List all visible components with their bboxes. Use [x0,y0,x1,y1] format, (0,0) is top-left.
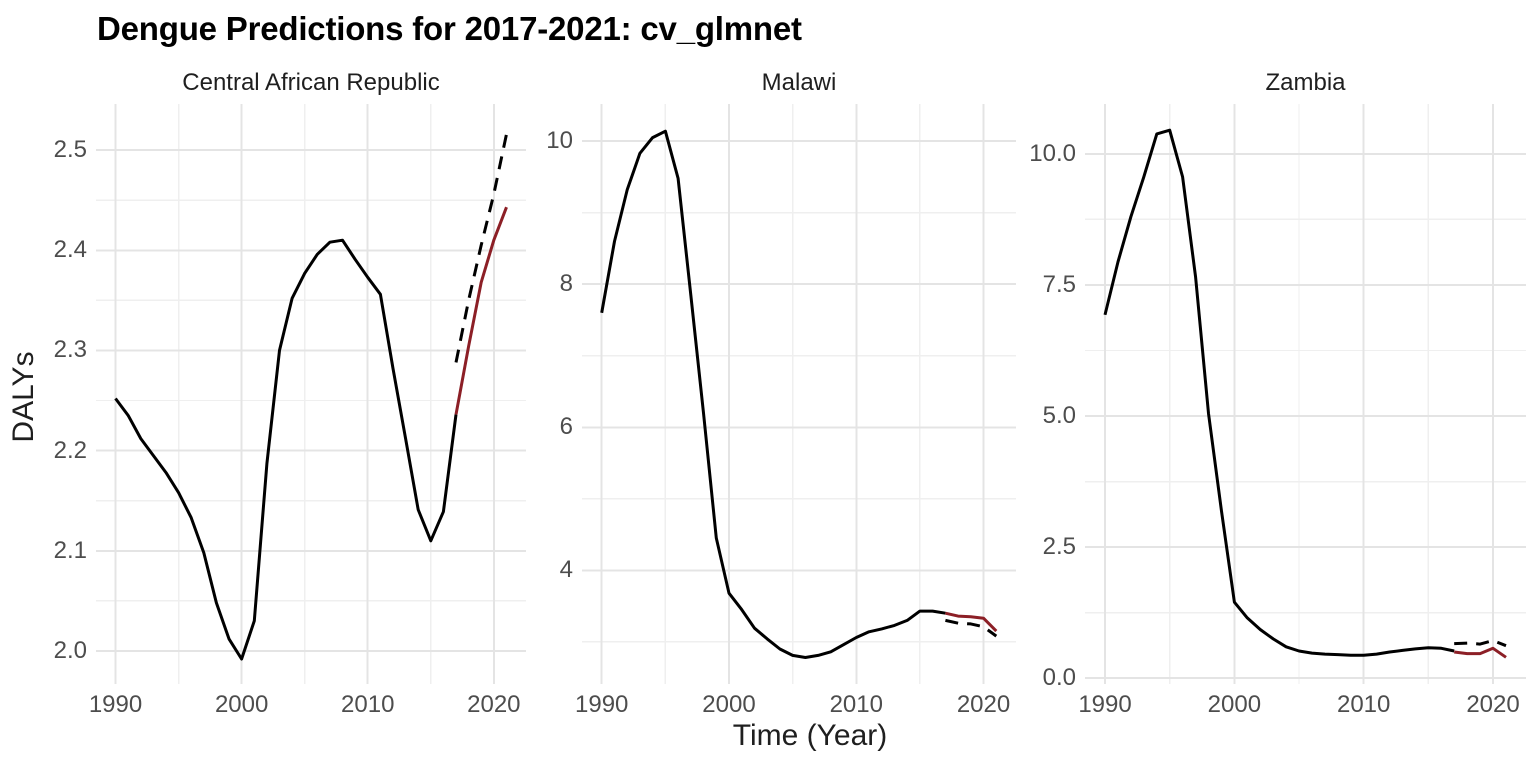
facet-strip-label: Malawi [761,69,837,96]
x-axis-title: Time (Year) [732,719,888,752]
x-tick-label: 2000 [214,691,269,718]
observed-line [114,238,458,661]
facet-panel-central-african-republic [96,104,526,684]
y-tick-label: 6 [559,413,573,441]
x-tick-label: 2000 [702,691,756,718]
x-tick-label: 2000 [1207,691,1262,718]
y-tick-label: 7.5 [1042,270,1076,298]
y-tick-label: 0.0 [1042,664,1076,692]
facet-strip-label: Zambia [1265,69,1346,96]
predicted_red-line [454,206,508,415]
y-tick-label: 8 [559,270,573,298]
predicted_red-line [1454,646,1507,659]
y-tick-label: 10 [546,127,573,155]
chart-title: Dengue Predictions for 2017-2021: cv_glm… [97,10,802,47]
x-tick-label: 1990 [88,691,143,718]
y-tick-label: 5.0 [1042,402,1076,430]
y-tick-label: 2.1 [53,536,87,564]
y-tick-label: 2.2 [53,436,87,464]
observed-line [1103,128,1455,657]
facet-panel-malawi [582,104,1016,684]
y-tick-label: 10.0 [1029,139,1076,167]
gridlines [96,104,526,684]
dashed_black-line [945,618,998,638]
x-tick-label: 2020 [956,691,1011,718]
y-tick-label: 2.3 [53,336,87,364]
facet-strip-label: Central African Republic [182,69,440,96]
x-tick-label: 2010 [341,691,395,718]
dashed_black-line [454,133,508,363]
facet-panel-zambia [1085,104,1526,684]
y-tick-label: 2.5 [1042,533,1076,561]
y-tick-label: 2.5 [53,136,87,164]
x-tick-label: 1990 [575,691,629,718]
x-tick-label: 2020 [467,691,521,718]
predicted_red-line [945,611,998,633]
y-tick-label: 4 [559,556,573,584]
x-tick-label: 2020 [1466,691,1520,718]
x-tick-label: 2010 [829,691,883,718]
gridlines [582,104,1016,684]
x-tick-label: 1990 [1078,691,1132,718]
dashed_black-line [1454,639,1507,648]
x-tick-label: 2010 [1336,691,1391,718]
gridlines [1085,104,1526,684]
y-tick-label: 2.4 [53,236,87,264]
y-tick-label: 2.0 [53,636,87,664]
observed-line [600,129,946,659]
